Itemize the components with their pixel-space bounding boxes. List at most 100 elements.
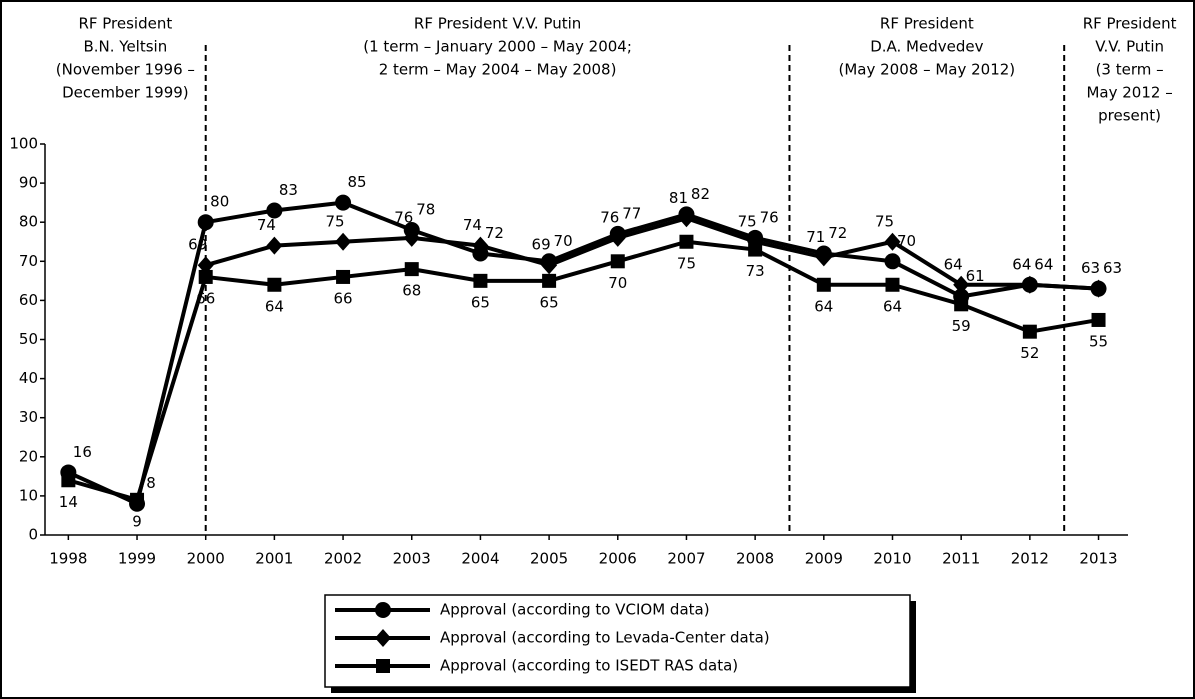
series-line — [67, 200, 1099, 506]
x-tick-label: 2013 — [1079, 550, 1117, 568]
data-label: 75 — [875, 212, 894, 230]
period-label: RF President V.V. Putin — [414, 15, 581, 33]
x-tick-label: 1998 — [49, 550, 87, 568]
y-tick-label: 60 — [19, 291, 38, 309]
data-label: 73 — [746, 262, 765, 280]
data-label: 65 — [540, 293, 559, 311]
marker — [130, 492, 145, 507]
y-tick-label: 90 — [19, 174, 38, 192]
period-label: RF President — [78, 15, 172, 33]
period-label: D.A. Medvedev — [870, 38, 983, 56]
marker — [1090, 279, 1107, 298]
y-tick-label: 30 — [19, 408, 38, 426]
marker — [266, 202, 283, 219]
data-label: 72 — [485, 224, 504, 242]
marker — [336, 269, 351, 284]
period-label: (1 term – January 2000 – May 2004; — [363, 38, 632, 56]
marker — [541, 256, 558, 275]
y-tick-label: 20 — [19, 447, 38, 465]
period-label: December 1999) — [62, 84, 189, 102]
y-tick-label: 80 — [19, 213, 38, 231]
data-label: 78 — [416, 201, 435, 219]
marker — [953, 275, 970, 294]
marker — [1021, 275, 1038, 294]
data-label: 9 — [132, 512, 142, 530]
x-tick-label: 2000 — [187, 550, 225, 568]
legend-label: Approval (according to ISEDT RAS data) — [440, 657, 738, 675]
data-label: 75 — [738, 212, 757, 230]
data-label: 52 — [1020, 344, 1039, 362]
marker — [198, 269, 213, 284]
data-label: 55 — [1089, 332, 1108, 350]
period-label: (May 2008 – May 2012) — [839, 61, 1016, 79]
marker — [473, 273, 488, 288]
legend-label: Approval (according to Levada-Center dat… — [440, 629, 770, 647]
data-label: 63 — [1103, 259, 1122, 277]
x-tick-label: 2009 — [805, 550, 843, 568]
x-tick-label: 1999 — [118, 550, 156, 568]
x-tick-label: 2004 — [461, 550, 499, 568]
data-label: 65 — [471, 293, 490, 311]
period-label: (3 term – — [1096, 61, 1164, 79]
x-tick-label: 2006 — [599, 550, 637, 568]
data-label: 63 — [1081, 259, 1100, 277]
data-label: 68 — [402, 282, 421, 300]
data-label: 16 — [73, 443, 92, 461]
marker — [472, 236, 489, 255]
data-label: 74 — [257, 216, 276, 234]
data-label: 61 — [966, 267, 985, 285]
period-label: RF President — [880, 15, 974, 33]
data-label: 83 — [279, 181, 298, 199]
data-label: 64 — [265, 297, 284, 315]
marker — [375, 629, 391, 647]
data-label: 64 — [1012, 255, 1031, 273]
marker — [954, 297, 969, 312]
x-tick-label: 2008 — [736, 550, 774, 568]
x-tick-label: 2011 — [942, 550, 980, 568]
marker — [1022, 324, 1037, 339]
marker — [404, 262, 419, 277]
data-label: 74 — [463, 216, 482, 234]
marker — [403, 228, 420, 247]
marker — [376, 659, 390, 673]
data-label: 8 — [146, 474, 156, 492]
marker — [197, 214, 214, 231]
marker — [816, 277, 831, 292]
marker — [815, 248, 832, 267]
marker — [335, 232, 352, 251]
marker — [266, 236, 283, 255]
data-label: 59 — [952, 317, 971, 335]
period-label: RF President — [1083, 15, 1177, 33]
y-tick-label: 50 — [19, 330, 38, 348]
marker — [542, 273, 557, 288]
data-label: 14 — [59, 493, 78, 511]
marker — [610, 254, 625, 269]
data-label: 75 — [677, 254, 696, 272]
x-tick-label: 2010 — [873, 550, 911, 568]
period-label: B.N. Yeltsin — [83, 38, 167, 56]
marker — [375, 602, 391, 618]
y-tick-label: 70 — [19, 252, 38, 270]
x-tick-label: 2005 — [530, 550, 568, 568]
x-tick-label: 2003 — [393, 550, 431, 568]
data-label: 71 — [806, 228, 825, 246]
marker — [748, 242, 763, 257]
legend-label: Approval (according to VCIOM data) — [440, 601, 710, 619]
data-label: 76 — [394, 208, 413, 226]
period-label: present) — [1098, 107, 1161, 125]
marker — [884, 232, 901, 251]
data-label: 72 — [828, 224, 847, 242]
marker — [885, 277, 900, 292]
marker — [267, 277, 282, 292]
data-label: 64 — [814, 297, 833, 315]
marker — [1091, 312, 1106, 327]
marker — [197, 256, 214, 275]
y-tick-label: 10 — [19, 486, 38, 504]
marker — [61, 473, 76, 488]
data-label: 85 — [348, 173, 367, 191]
data-label: 64 — [1034, 255, 1053, 273]
y-tick-label: 0 — [28, 526, 38, 544]
marker — [335, 194, 352, 211]
